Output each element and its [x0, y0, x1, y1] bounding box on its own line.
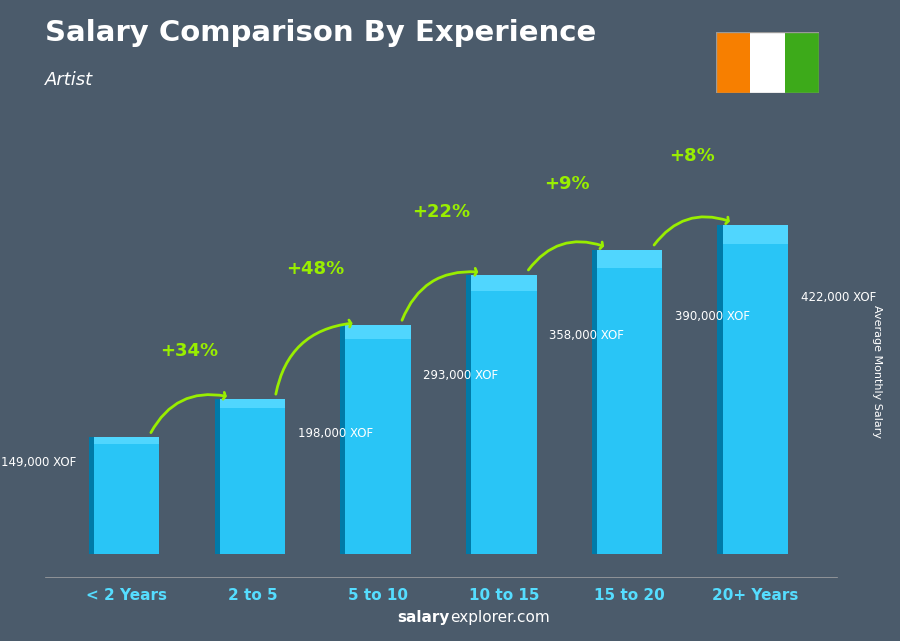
Text: 422,000 XOF: 422,000 XOF — [800, 290, 876, 304]
Bar — [717, 225, 723, 554]
Text: 358,000 XOF: 358,000 XOF — [549, 329, 624, 342]
Bar — [723, 225, 788, 554]
Bar — [723, 225, 788, 244]
Text: Average Monthly Salary: Average Monthly Salary — [872, 305, 883, 438]
Text: 149,000 XOF: 149,000 XOF — [1, 456, 77, 469]
Bar — [94, 437, 159, 444]
Text: +34%: +34% — [160, 342, 219, 360]
Text: +8%: +8% — [670, 147, 716, 165]
Bar — [716, 32, 750, 93]
Bar — [597, 249, 662, 554]
Text: salary: salary — [398, 610, 450, 625]
Bar — [597, 249, 662, 268]
Bar — [346, 325, 410, 554]
Text: Salary Comparison By Experience: Salary Comparison By Experience — [45, 19, 596, 47]
Text: 198,000 XOF: 198,000 XOF — [298, 427, 373, 440]
Text: 293,000 XOF: 293,000 XOF — [423, 369, 499, 382]
Bar — [591, 249, 597, 554]
Bar — [89, 437, 94, 554]
Bar — [346, 325, 410, 339]
Bar — [472, 274, 536, 291]
Bar — [220, 399, 285, 554]
Bar — [785, 32, 819, 93]
Text: +48%: +48% — [286, 260, 345, 278]
Text: Artist: Artist — [45, 71, 93, 88]
Bar — [340, 325, 346, 554]
Bar — [472, 274, 536, 554]
Bar — [466, 274, 472, 554]
Bar — [94, 437, 159, 554]
Text: +9%: +9% — [544, 175, 590, 193]
Text: 390,000 XOF: 390,000 XOF — [675, 310, 750, 323]
Text: explorer.com: explorer.com — [450, 610, 550, 625]
Bar — [750, 32, 785, 93]
Text: +22%: +22% — [412, 203, 470, 221]
Bar — [214, 399, 220, 554]
Bar — [220, 399, 285, 408]
